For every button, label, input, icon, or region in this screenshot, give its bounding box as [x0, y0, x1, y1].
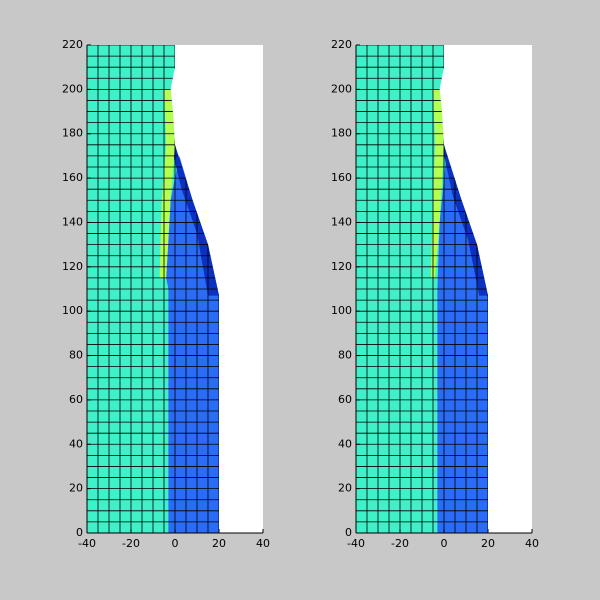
y-tick-label: 80 — [338, 349, 352, 362]
x-tick-label: 0 — [441, 537, 448, 550]
y-tick-label: 160 — [62, 171, 83, 184]
region — [170, 144, 219, 296]
y-tick-label: 20 — [338, 482, 352, 495]
y-tick-label: 180 — [331, 127, 352, 140]
y-tick-label: 140 — [62, 215, 83, 228]
y-tick-label: 100 — [331, 304, 352, 317]
y-tick-label: 160 — [331, 171, 352, 184]
x-tick-label: -40 — [78, 537, 96, 550]
axes: 0 20 40 60 80 100 120 140 160 180 200 220 -40 -20 0 20 4… — [62, 38, 270, 550]
y-tick-label: 60 — [338, 393, 352, 406]
region — [430, 89, 444, 278]
y-tick-label: 120 — [62, 260, 83, 273]
x-tick-label: 40 — [256, 537, 270, 550]
y-tick-label: 220 — [62, 38, 83, 51]
y-tick-label: 0 — [345, 526, 352, 539]
y-tick-label: 40 — [338, 437, 352, 450]
y-tick-label: 60 — [69, 393, 83, 406]
y-tick-label: 40 — [69, 437, 83, 450]
region — [441, 144, 488, 296]
y-tick-label: 140 — [331, 215, 352, 228]
y-tick-label: 120 — [331, 260, 352, 273]
x-tick-label: 20 — [212, 537, 226, 550]
x-tick-label: -20 — [391, 537, 409, 550]
x-tick-label: 40 — [525, 537, 539, 550]
region — [159, 89, 175, 278]
x-tick-label: -20 — [122, 537, 140, 550]
y-tick-label: 200 — [331, 82, 352, 95]
y-tick-label: 20 — [69, 482, 83, 495]
y-tick-label: 100 — [62, 304, 83, 317]
y-tick-label: 80 — [69, 349, 83, 362]
y-tick-label: 200 — [62, 82, 83, 95]
x-tick-label: 0 — [172, 537, 179, 550]
y-tick-label: 180 — [62, 127, 83, 140]
y-tick-label: 220 — [331, 38, 352, 51]
axes: 0 20 40 60 80 100 120 140 160 180 200 220 -40 -20 0 20 4… — [331, 38, 539, 550]
x-tick-label: 20 — [481, 537, 495, 550]
mesh-lines — [87, 45, 219, 533]
x-tick-label: -40 — [347, 537, 365, 550]
y-tick-label: 0 — [76, 526, 83, 539]
